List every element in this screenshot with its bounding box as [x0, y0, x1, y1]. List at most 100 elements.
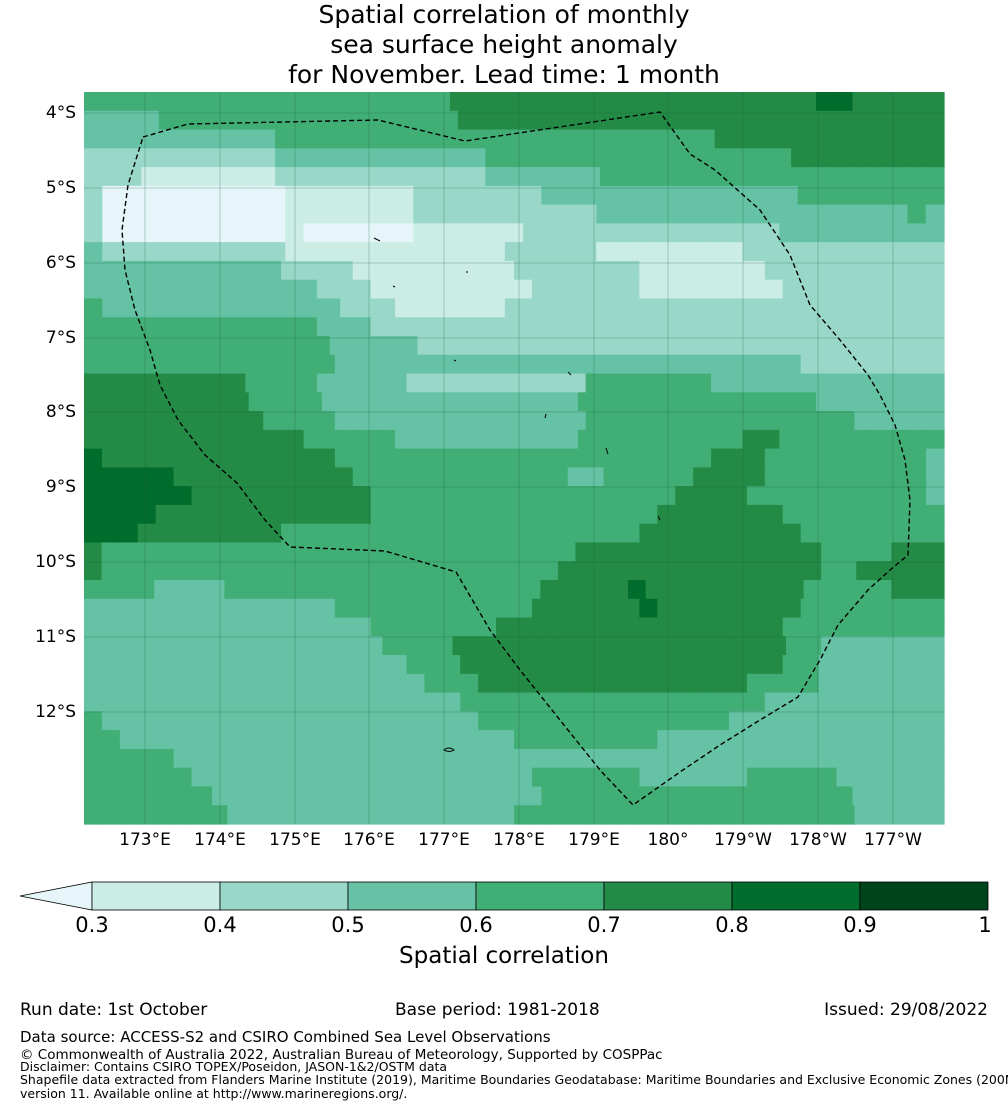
map-cell [101, 448, 121, 468]
map-cell [358, 298, 378, 318]
map-cell [926, 655, 945, 675]
map-cell [259, 580, 278, 600]
map-cell [256, 129, 276, 149]
map-cell [621, 767, 641, 788]
map-cell [836, 486, 856, 506]
map-cell [470, 542, 489, 562]
map-cell [505, 561, 524, 581]
island-5 [567, 371, 572, 376]
map-cell [155, 805, 175, 825]
map-cell [854, 748, 873, 769]
map-cell [838, 580, 857, 600]
map-cell [299, 805, 318, 825]
map-cell [557, 542, 577, 562]
map-cell [442, 448, 461, 468]
map-cell [224, 580, 243, 600]
map-cell [711, 767, 730, 788]
map-cell [715, 636, 734, 656]
map-cell [505, 636, 524, 656]
map-cell [628, 561, 647, 581]
colorbar-swatch [475, 881, 605, 911]
map-cell [370, 167, 391, 187]
map-cell [230, 786, 250, 806]
map-cell [657, 504, 676, 525]
map-cell [119, 580, 138, 600]
map-cell [651, 786, 671, 806]
map-cell [245, 730, 264, 750]
map-cell [836, 260, 856, 281]
map-cell [137, 448, 157, 468]
map-cell [101, 279, 121, 300]
map-cell [424, 673, 443, 694]
map-cell [102, 223, 122, 243]
map-cell [352, 655, 372, 675]
map-cell [836, 354, 856, 375]
map-cell [460, 617, 479, 637]
map-cell [191, 692, 211, 712]
map-cell [84, 730, 103, 750]
map-cell [173, 354, 193, 375]
map-cell [621, 317, 641, 337]
map-cell [504, 786, 524, 806]
map-cell [786, 636, 805, 656]
map-cell [761, 92, 780, 112]
map-cell [299, 448, 318, 468]
map-cell [504, 223, 524, 243]
map-cell [364, 336, 383, 356]
map-cell [750, 542, 770, 562]
map-cell [815, 242, 835, 262]
map-cell [248, 204, 268, 224]
map-cell [227, 448, 246, 468]
map-cell [478, 523, 497, 544]
map-cell [424, 260, 443, 281]
map-cell [585, 504, 605, 525]
map-cell [782, 805, 802, 825]
map-cell [227, 805, 246, 825]
map-cell [370, 617, 390, 637]
map-cell [549, 655, 569, 675]
map-cell [395, 185, 414, 206]
map-cell [245, 279, 264, 300]
map-cell [724, 298, 744, 318]
map-cell [447, 167, 467, 187]
map-cell [925, 242, 945, 262]
map-cell [103, 167, 123, 187]
map-cell [175, 786, 195, 806]
map-cell [316, 730, 336, 750]
map-cell [281, 504, 300, 525]
map-cell [639, 711, 658, 731]
map-cell [693, 805, 712, 825]
map-cell [621, 448, 641, 468]
map-cell [460, 317, 479, 337]
map-cell [316, 354, 336, 375]
map-cell [193, 429, 213, 450]
map-cell [890, 354, 909, 375]
map-cell [675, 767, 694, 788]
map-cell [478, 692, 497, 712]
map-cell [263, 523, 282, 544]
map-cell [388, 767, 408, 788]
map-cell [485, 148, 506, 168]
map-cell [285, 786, 305, 806]
map-cell [431, 223, 451, 243]
map-cell [84, 223, 103, 243]
map-cell [119, 486, 139, 506]
map-cell [680, 336, 699, 356]
map-cell [382, 542, 401, 562]
map-cell [303, 298, 323, 318]
map-cell [263, 486, 282, 506]
map-cell [175, 298, 195, 318]
map-cell [651, 429, 671, 450]
map-cell [196, 110, 216, 131]
map-cell [764, 354, 784, 375]
map-cell [926, 692, 945, 712]
map-cell [395, 392, 414, 412]
map-cell [119, 279, 139, 300]
map-cell [395, 204, 414, 224]
map-cell [614, 223, 634, 243]
map-cell [406, 767, 426, 788]
map-cell [614, 92, 634, 112]
map-cell [376, 223, 396, 243]
map-cell [890, 467, 909, 487]
map-cell [908, 486, 927, 506]
